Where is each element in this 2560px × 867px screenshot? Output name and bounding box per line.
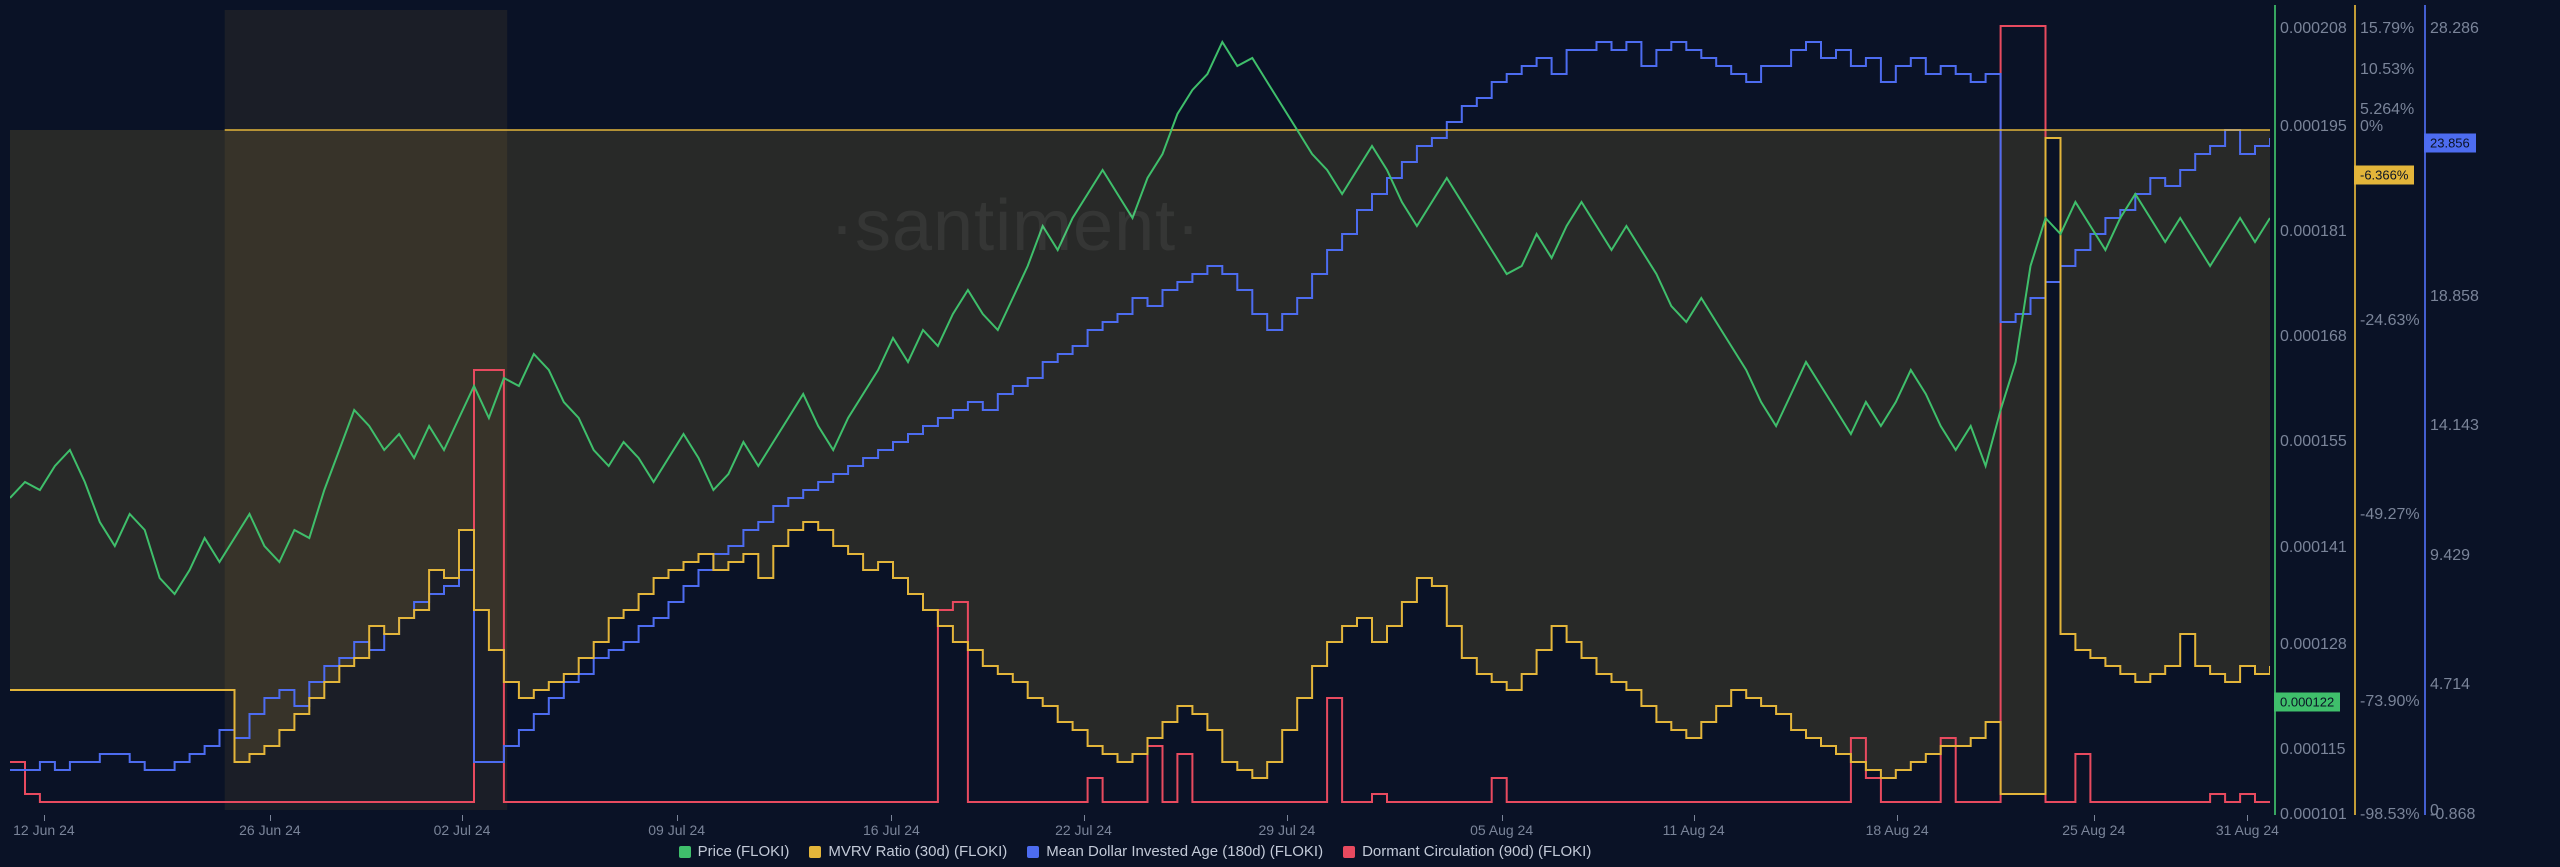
axis-label-price: 0.000141 (2280, 539, 2347, 557)
axis-label-mvrv: 0% (2360, 118, 2383, 136)
axis-label-mvrv: -49.27% (2360, 506, 2420, 524)
x-axis-label: 05 Aug 24 (1470, 822, 1533, 838)
legend-item[interactable]: Mean Dollar Invested Age (180d) (FLOKI) (1027, 843, 1323, 860)
axis-label-price: 0.000195 (2280, 118, 2347, 136)
axis-label-mdia: 14.143 (2430, 417, 2479, 435)
axis-label-price: 0.000155 (2280, 433, 2347, 451)
x-axis-label: 26 Jun 24 (239, 822, 301, 838)
legend: Price (FLOKI) MVRV Ratio (30d) (FLOKI) Mea… (0, 843, 2270, 862)
x-axis-label: 18 Aug 24 (1866, 822, 1929, 838)
legend-label: Dormant Circulation (90d) (FLOKI) (1362, 843, 1591, 860)
axis-badge-mdia: 23.856 (2424, 133, 2476, 152)
x-axis-label: 16 Jul 24 (863, 822, 920, 838)
x-axis-label: 09 Jul 24 (648, 822, 705, 838)
axis-label-price: 0.000168 (2280, 328, 2347, 346)
axis-label-price: 0.000115 (2280, 741, 2346, 759)
legend-item[interactable]: Dormant Circulation (90d) (FLOKI) (1343, 843, 1591, 860)
x-axis-label: 11 Aug 24 (1663, 822, 1725, 838)
axis-label-mvrv: 10.53% (2360, 61, 2414, 79)
axis-label-mdia: 9.429 (2430, 547, 2470, 565)
x-axis: 12 Jun 24 26 Jun 24 02 Jul 24 09 Jul 24 16 J… (10, 820, 2270, 840)
axis-label-mvrv: 15.79% (2360, 20, 2414, 38)
axis-label-mdia: -0.868 (2430, 806, 2475, 824)
axis-label-mdia: 18.858 (2430, 288, 2479, 306)
axis-badge-price: 0.000122 (2274, 692, 2340, 711)
axis-label-price: 0.000208 (2280, 20, 2347, 38)
axis-label-price: 0.000181 (2280, 223, 2347, 241)
legend-label: Price (FLOKI) (698, 843, 790, 860)
right-axes: 0.000208 0.000195 0.000181 0.000168 0.000155… (2280, 5, 2550, 815)
legend-label: MVRV Ratio (30d) (FLOKI) (828, 843, 1007, 860)
axis-badge-mvrv: -6.366% (2354, 166, 2414, 185)
axis-label-mvrv: -24.63% (2360, 312, 2420, 330)
legend-label: Mean Dollar Invested Age (180d) (FLOKI) (1046, 843, 1323, 860)
x-axis-label: 29 Jul 24 (1258, 822, 1315, 838)
axis-label-price: 0.000101 (2280, 806, 2347, 824)
legend-item[interactable]: Price (FLOKI) (679, 843, 790, 860)
chart-plot-area[interactable]: ·santiment· (10, 5, 2270, 815)
x-axis-label: 22 Jul 24 (1055, 822, 1112, 838)
axis-label-mdia: 28.286 (2430, 20, 2479, 38)
axis-label-price: 0.000128 (2280, 636, 2347, 654)
x-axis-label: 25 Aug 24 (2062, 822, 2125, 838)
x-axis-label: 31 Aug 24 (2216, 822, 2279, 838)
x-axis-label: 02 Jul 24 (434, 822, 491, 838)
axis-label-mvrv: -98.53% (2360, 806, 2420, 824)
x-axis-label: 12 Jun 24 (13, 822, 75, 838)
legend-item[interactable]: MVRV Ratio (30d) (FLOKI) (809, 843, 1007, 860)
axis-label-mdia: 4.714 (2430, 676, 2470, 694)
axis-label-mvrv: -73.90% (2360, 693, 2420, 711)
